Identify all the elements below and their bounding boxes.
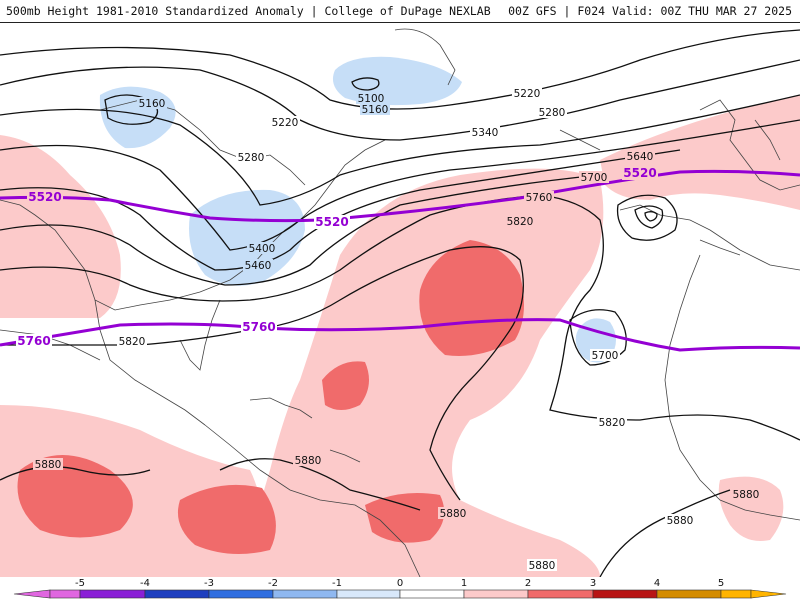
scale-segment <box>49 589 81 599</box>
contour-label: 5280 <box>238 152 265 164</box>
contour-label: 5100 <box>358 93 385 105</box>
scale-tick: -3 <box>204 578 214 589</box>
scale-tick: 2 <box>525 578 531 589</box>
scale-segment <box>720 589 752 599</box>
map-title: 500mb Height 1981-2010 Standardized Anom… <box>6 4 491 18</box>
highlight-label: 5760 <box>242 320 275 334</box>
contour-label: 5880 <box>440 508 467 520</box>
contour-label: 5640 <box>627 151 654 163</box>
contour-5760 <box>0 318 800 352</box>
contour-label: 5820 <box>507 216 534 228</box>
contour-label: 5340 <box>472 127 499 139</box>
scale-segment <box>656 589 722 599</box>
contour-label: 5880 <box>529 560 556 572</box>
scale-tick: 5 <box>718 578 724 589</box>
scale-segment <box>750 589 787 599</box>
contour-label: 5460 <box>245 260 272 272</box>
anomaly-map: 5160 5100 5160 5220 5280 5220 5280 5340 … <box>0 23 800 577</box>
highlight-label: 5760 <box>17 334 50 348</box>
contour-label: 5220 <box>272 117 299 129</box>
scale-tick: 4 <box>654 578 660 589</box>
contour-label: 5880 <box>733 489 760 501</box>
neg-area-greatlakes <box>189 189 305 286</box>
color-scale-canvas: -5 -4 -3 -2 -1 0 1 2 3 4 5 <box>13 578 787 599</box>
contour-label: 5280 <box>539 107 566 119</box>
scale-tick: 3 <box>590 578 596 589</box>
contour-label: 5220 <box>514 88 541 100</box>
highlight-label-group: 5520 5520 5520 5760 5760 <box>16 166 658 348</box>
pos2-area-caribbean-b <box>177 484 276 554</box>
scale-bar <box>13 589 787 599</box>
contour-label: 5700 <box>592 350 619 362</box>
scale-segment <box>527 589 594 599</box>
contour-label: 5880 <box>295 455 322 467</box>
scale-segment <box>272 589 338 599</box>
scale-tick: -1 <box>332 578 342 589</box>
contour-label: 5160 <box>139 98 166 110</box>
highlight-label: 5520 <box>28 190 61 204</box>
contour-label: 5880 <box>35 459 62 471</box>
contour-label: 5760 <box>526 192 553 204</box>
scale-segment <box>208 589 274 599</box>
pos2-area-central-atlantic <box>419 240 524 356</box>
contour-label: 5820 <box>119 336 146 348</box>
contour-label: 5880 <box>667 515 694 527</box>
highlight-label: 5520 <box>315 215 348 229</box>
pos-area-europe <box>600 95 800 210</box>
scale-tick: -5 <box>75 578 85 589</box>
pos2-area-west-atlantic <box>322 361 369 410</box>
scale-segment <box>336 589 401 599</box>
scale-tick: 1 <box>461 578 467 589</box>
contour-label: 5820 <box>599 417 626 429</box>
scale-segment <box>399 589 465 599</box>
run-valid-time: 00Z GFS | F024 Valid: 00Z THU MAR 27 202… <box>508 4 792 18</box>
scale-segment <box>144 589 210 599</box>
scale-tick: -2 <box>268 578 278 589</box>
contour-label: 5700 <box>581 172 608 184</box>
header-bar: 500mb Height 1981-2010 Standardized Anom… <box>0 0 800 23</box>
contour-label-group: 5160 5100 5160 5220 5280 5220 5280 5340 … <box>33 87 761 572</box>
scale-segment <box>79 589 146 599</box>
pos2-area-southatlantic <box>365 492 445 543</box>
scale-segment <box>592 589 658 599</box>
pos2-area-caribbean-a <box>17 455 133 538</box>
scale-tick: -4 <box>140 578 150 589</box>
contour-label: 5160 <box>362 104 389 116</box>
scale-ticks: -5 -4 -3 -2 -1 0 1 2 3 4 5 <box>75 578 724 589</box>
color-scale: -5 -4 -3 -2 -1 0 1 2 3 4 5 <box>0 576 800 600</box>
strong-positive-anomaly-areas <box>17 240 524 554</box>
scale-tick: 0 <box>397 578 403 589</box>
contour-label: 5400 <box>249 243 276 255</box>
height-contours <box>0 29 800 577</box>
scale-segment <box>463 589 529 599</box>
scale-segment <box>13 589 51 599</box>
highlight-label: 5520 <box>623 166 656 180</box>
map-canvas: 5160 5100 5160 5220 5280 5220 5280 5340 … <box>0 23 800 577</box>
